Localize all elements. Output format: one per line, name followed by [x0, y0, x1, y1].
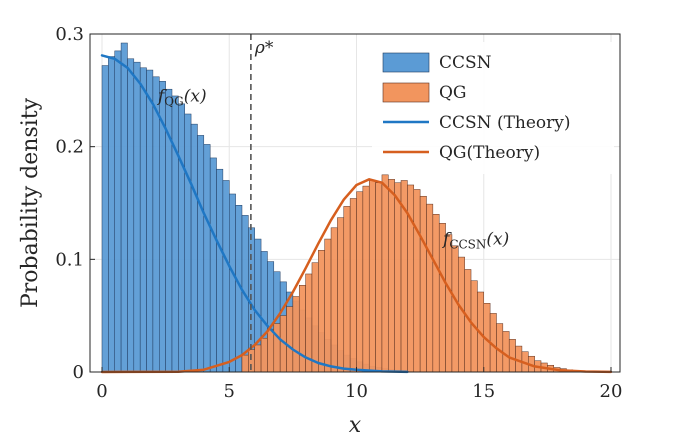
ccsn-bar	[101, 65, 109, 373]
plot-frame	[89, 33, 621, 373]
qg-bar	[318, 250, 325, 373]
y-tick-label: 0.3	[55, 24, 84, 45]
ccsn-bar	[216, 168, 224, 373]
ccsn-bar	[222, 180, 230, 373]
qg-bar	[267, 328, 275, 373]
legend: CCSN QG CCSN (Theory) QG(Theory)	[372, 42, 614, 174]
qg-bar	[324, 238, 332, 373]
ccsn-bar	[139, 67, 147, 373]
x-tick-label: 15	[472, 381, 495, 402]
qg-bar	[445, 234, 453, 373]
legend-swatch-ccsn	[382, 52, 430, 73]
qg-bar	[298, 284, 306, 373]
qg-bar	[368, 180, 376, 373]
axis-ticks: 0 5 10 15 20 0 0.1 0.2 0.3	[55, 24, 622, 402]
qg-bar	[419, 195, 427, 373]
ccsn-bar	[190, 123, 198, 373]
qg-bar	[241, 354, 249, 373]
legend-label: CCSN (Theory)	[439, 113, 571, 133]
legend-label: CCSN	[439, 53, 492, 73]
qg-bar	[508, 339, 516, 373]
x-tick-label: 5	[224, 381, 235, 402]
qg-bar	[451, 245, 459, 373]
qg-bar	[311, 262, 319, 373]
qg-bar	[349, 198, 357, 373]
qg-bar	[381, 174, 389, 373]
x-tick-label: 10	[345, 381, 368, 402]
ccsn-bar	[127, 58, 135, 373]
ccsn-bar	[120, 42, 128, 373]
ccsn-bar	[171, 95, 179, 373]
ccsn-theory-line	[100, 54, 409, 374]
qg-bar	[362, 185, 370, 373]
qg-bar	[458, 256, 465, 373]
qg-bar	[426, 203, 434, 373]
threshold-marker: ρ*	[250, 34, 274, 372]
qg-bar	[254, 344, 262, 373]
ccsn-bar	[178, 103, 185, 373]
ccsn-bar	[203, 144, 211, 373]
qg-bar	[413, 189, 421, 373]
ccsn-bar	[197, 135, 205, 373]
legend-label: QG	[439, 83, 467, 103]
x-tick-label: 0	[96, 381, 107, 402]
qg-bar	[330, 227, 338, 373]
qg-bar	[375, 182, 383, 373]
qg-bar	[260, 337, 268, 373]
ccsn-density-annotation: fCCSN(x)	[441, 230, 509, 252]
qg-bar	[356, 191, 364, 373]
qg-bar	[388, 179, 395, 373]
legend-label: QG(Theory)	[439, 143, 540, 163]
y-tick-label: 0.2	[55, 137, 84, 158]
legend-swatch-qg	[382, 82, 430, 103]
qg-bar	[273, 323, 281, 373]
ccsn-bar	[184, 113, 192, 373]
qg-bar	[337, 217, 345, 373]
ccsn-bar	[114, 50, 122, 373]
ccsn-bar	[146, 69, 154, 373]
ccsn-bar	[152, 76, 160, 373]
y-tick-label: 0.1	[55, 249, 84, 270]
theory-curves	[100, 54, 613, 374]
qg-density-annotation: fQG(x)	[156, 87, 207, 109]
qg-bar	[432, 214, 440, 373]
qg-bar	[343, 206, 351, 373]
threshold-label: ρ*	[254, 38, 274, 58]
ccsn-bar	[108, 56, 115, 373]
qg-theory-line	[100, 178, 613, 374]
ccsn-bar	[229, 193, 236, 373]
qg-bar	[394, 182, 402, 373]
x-axis-label: x	[349, 413, 362, 438]
x-tick-label: 20	[600, 381, 623, 402]
ccsn-bar	[209, 157, 217, 373]
y-axis-label: Probability density	[18, 97, 43, 308]
y-tick-label: 0	[73, 362, 84, 383]
qg-bar	[292, 296, 300, 373]
qg-bar	[502, 331, 510, 373]
qg-bar	[286, 306, 294, 373]
curve-annotations: fQG(x) fCCSN(x)	[156, 87, 509, 252]
ccsn-bar	[133, 61, 141, 373]
